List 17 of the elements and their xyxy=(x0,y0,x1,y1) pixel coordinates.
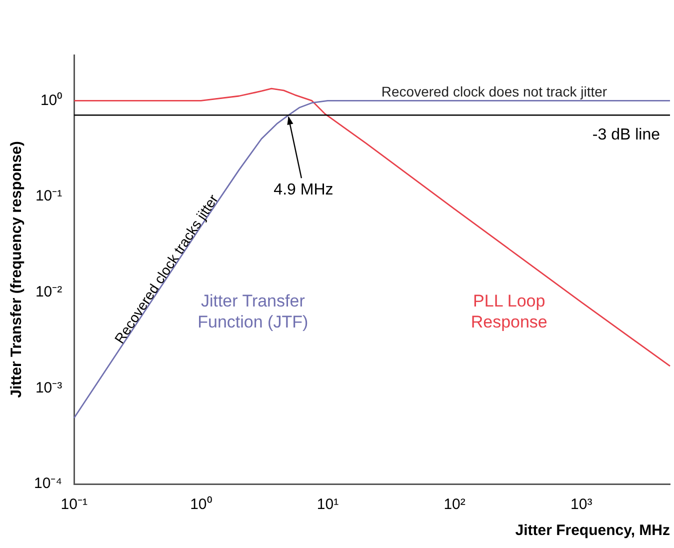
y-tick-label: 10⁻¹ xyxy=(35,188,62,205)
x-tick-label: 10⁻¹ xyxy=(60,496,88,514)
x-tick-label: 10³ xyxy=(570,496,592,514)
x-tick-label: 10¹ xyxy=(316,496,339,514)
y-tick-label: 10⁻⁴ xyxy=(34,475,62,492)
annotation: Recovered clock does not track jitter xyxy=(381,84,608,100)
x-tick-label: 10⁰ xyxy=(190,496,212,514)
y-axis-title: Jitter Transfer (frequency response) xyxy=(8,141,26,398)
y-tick-label: 10⁻² xyxy=(35,284,62,300)
x-axis-title: Jitter Frequency, MHz xyxy=(515,522,670,540)
series-label: Jitter Transfer Function (JTF) xyxy=(198,292,308,332)
ref-line-label: -3 dB line xyxy=(592,126,660,144)
y-tick-label: 10⁻³ xyxy=(35,379,62,396)
x-tick-label: 10² xyxy=(444,496,466,514)
y-tick-label: 10⁰ xyxy=(40,92,62,109)
annotation: 4.9 MHz xyxy=(274,182,334,199)
series-label: PLL Loop Response xyxy=(470,292,548,332)
